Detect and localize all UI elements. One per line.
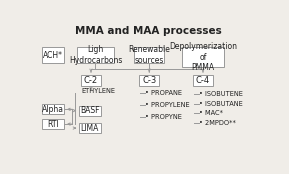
Text: BASF: BASF [80, 106, 100, 115]
Text: • PROPANE: • PROPANE [145, 90, 182, 96]
Text: • ISOBUTANE: • ISOBUTANE [199, 101, 243, 106]
Text: LIMA: LIMA [81, 124, 99, 133]
FancyBboxPatch shape [79, 123, 101, 133]
Text: • ISOBUTENE: • ISOBUTENE [199, 91, 243, 97]
FancyBboxPatch shape [79, 106, 101, 116]
FancyBboxPatch shape [42, 119, 64, 129]
Text: Depolymerization
of
PMMA: Depolymerization of PMMA [169, 42, 237, 72]
Text: MMA and MAA processes: MMA and MAA processes [75, 26, 221, 35]
FancyBboxPatch shape [77, 47, 114, 63]
Text: C-4: C-4 [196, 76, 210, 85]
FancyBboxPatch shape [139, 75, 159, 86]
Text: C-2: C-2 [84, 76, 98, 85]
Text: Renewable
sources: Renewable sources [128, 45, 170, 65]
Text: C-3: C-3 [142, 76, 156, 85]
FancyBboxPatch shape [42, 47, 64, 63]
Text: Ligh
Hydrocarbons: Ligh Hydrocarbons [69, 45, 122, 65]
Text: • PROPYNE: • PROPYNE [145, 114, 182, 120]
Text: Alpha: Alpha [42, 105, 64, 114]
Text: ETHYLENE: ETHYLENE [81, 88, 115, 94]
Text: RTI: RTI [47, 120, 59, 129]
FancyBboxPatch shape [42, 104, 64, 114]
Text: • PROPYLENE: • PROPYLENE [145, 102, 190, 108]
Text: • MAC*: • MAC* [199, 110, 223, 116]
Text: • 2MPDO**: • 2MPDO** [199, 120, 236, 126]
Text: ACH*: ACH* [43, 50, 63, 60]
FancyBboxPatch shape [193, 75, 213, 86]
FancyBboxPatch shape [81, 75, 101, 86]
FancyBboxPatch shape [182, 47, 224, 67]
FancyBboxPatch shape [134, 47, 164, 63]
